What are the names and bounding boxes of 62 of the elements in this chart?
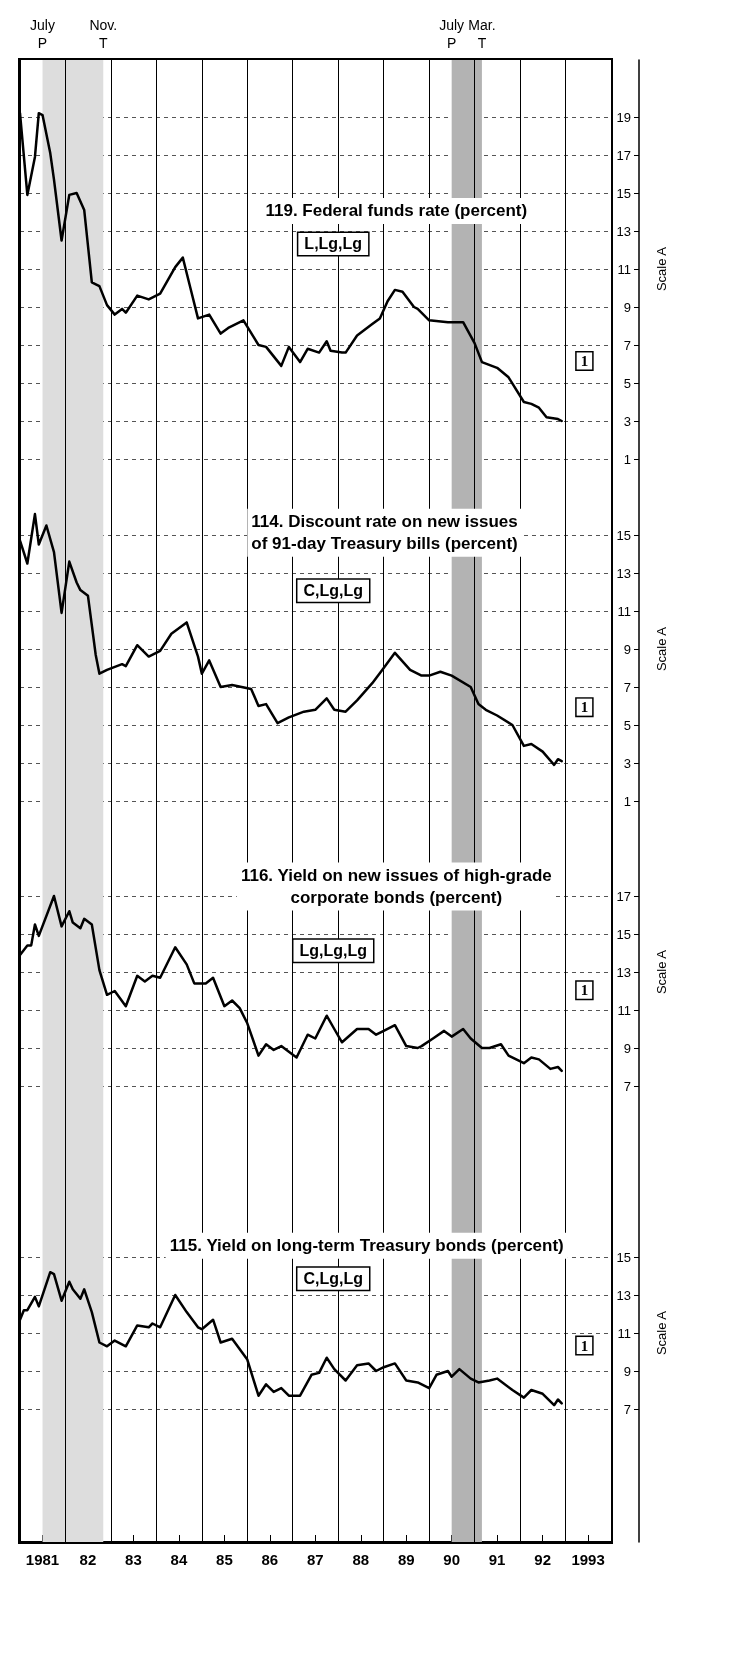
- y-tick-label: 11: [617, 603, 631, 619]
- x-tick-label: 84: [170, 1551, 188, 1568]
- y-tick-label: 5: [623, 717, 631, 733]
- y-tick-label: 5: [623, 375, 631, 391]
- text: 116. Yield on new issues of high-grade corporate bonds (percent): [240, 866, 552, 908]
- annotation: C,Lg,Lg: [303, 1270, 363, 1288]
- x-tick-label: 85: [216, 1551, 233, 1568]
- annotation: C,Lg,Lg: [303, 582, 363, 600]
- x-tick-label: 83: [125, 1551, 142, 1568]
- y-tick-label: 15: [616, 185, 631, 201]
- y-tick-label: 13: [616, 565, 631, 581]
- x-tick-label: 91: [488, 1551, 506, 1568]
- text: Nov. T: [89, 17, 118, 51]
- annotation: L,Lg,Lg: [304, 235, 363, 253]
- y-tick-label: 1: [623, 451, 631, 467]
- y-axis-title: Scale A: [654, 246, 669, 292]
- text: July P: [30, 17, 55, 51]
- x-tick-label: 87: [306, 1551, 324, 1568]
- annotation: 1: [580, 1337, 589, 1354]
- y-tick-label: 3: [623, 755, 631, 771]
- annotation: Lg,Lg,Lg: [299, 942, 367, 960]
- text: 114. Discount rate on new issues of 91-day Treasury bills (percent): [251, 512, 518, 554]
- y-tick-label: 15: [616, 926, 631, 942]
- y-axis-title: Scale A: [654, 949, 669, 995]
- y-tick-label: 9: [623, 641, 631, 657]
- y-tick-label: 7: [623, 1078, 631, 1094]
- x-tick-label: 90: [443, 1551, 461, 1568]
- x-tick-label: 82: [79, 1551, 97, 1568]
- annotation: 1: [580, 352, 589, 369]
- y-axis-title: Scale A: [654, 626, 669, 672]
- y-tick-label: 15: [616, 527, 631, 543]
- y-tick-label: 7: [623, 337, 631, 353]
- annotation: 1: [580, 982, 589, 999]
- text: 119. Federal funds rate (percent): [265, 201, 528, 221]
- y-tick-label: 11: [617, 261, 631, 277]
- y-tick-label: 11: [617, 1002, 631, 1018]
- y-tick-label: 1: [623, 793, 631, 809]
- y-tick-label: 7: [623, 1401, 631, 1417]
- y-axis-title: Scale A: [654, 1310, 669, 1356]
- x-tick-label: 1981: [25, 1551, 60, 1568]
- text: July P: [439, 17, 465, 51]
- y-tick-label: 17: [616, 888, 631, 904]
- annotation: 1: [580, 699, 589, 716]
- y-tick-label: 13: [616, 223, 631, 239]
- x-tick-label: 1993: [571, 1551, 605, 1568]
- x-tick-label: 86: [261, 1551, 279, 1568]
- text: 115. Yield on long-term Treasury bonds (percent): [169, 1236, 564, 1256]
- y-tick-label: 3: [623, 413, 631, 429]
- y-tick-label: 11: [617, 1325, 631, 1341]
- x-tick-label: 89: [397, 1551, 415, 1568]
- y-tick-label: 9: [623, 299, 631, 315]
- x-tick-label: 92: [534, 1551, 552, 1568]
- y-tick-label: 13: [616, 1287, 631, 1303]
- y-tick-label: 7: [623, 679, 631, 695]
- y-tick-label: 17: [616, 147, 631, 163]
- x-tick-label: 88: [352, 1551, 370, 1568]
- y-tick-label: 9: [623, 1040, 631, 1056]
- y-tick-label: 9: [623, 1363, 631, 1379]
- text: Mar. T: [468, 17, 496, 51]
- y-tick-label: 19: [616, 109, 631, 125]
- y-tick-label: 13: [616, 964, 631, 980]
- y-tick-label: 15: [616, 1249, 631, 1265]
